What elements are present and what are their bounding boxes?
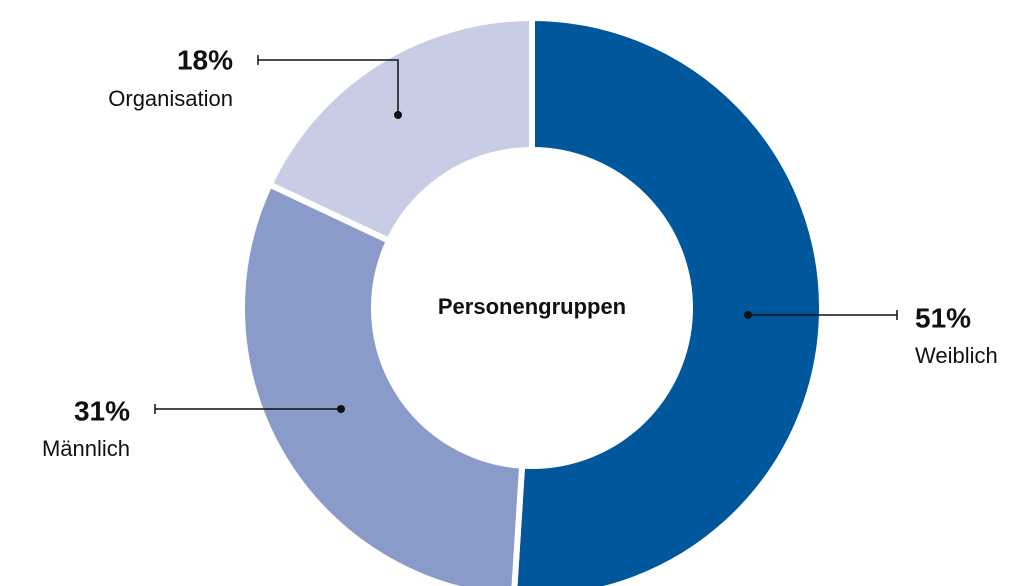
donut-slice [511, 14, 825, 586]
donut-slice [265, 14, 535, 245]
category-label: Weiblich [915, 343, 998, 368]
value-label: 31% [74, 395, 130, 426]
leader-line [154, 404, 341, 414]
value-label: 18% [177, 44, 233, 75]
leader-line [748, 310, 898, 320]
donut-slice [239, 180, 526, 586]
leader-dot [337, 405, 345, 413]
category-label: Männlich [42, 436, 130, 461]
category-label: Organisation [108, 86, 233, 111]
center-label: Personengruppen [438, 294, 626, 319]
leader-dot [394, 111, 402, 119]
leader-line [257, 55, 399, 115]
leader-dot [744, 311, 752, 319]
value-label: 51% [915, 302, 971, 333]
